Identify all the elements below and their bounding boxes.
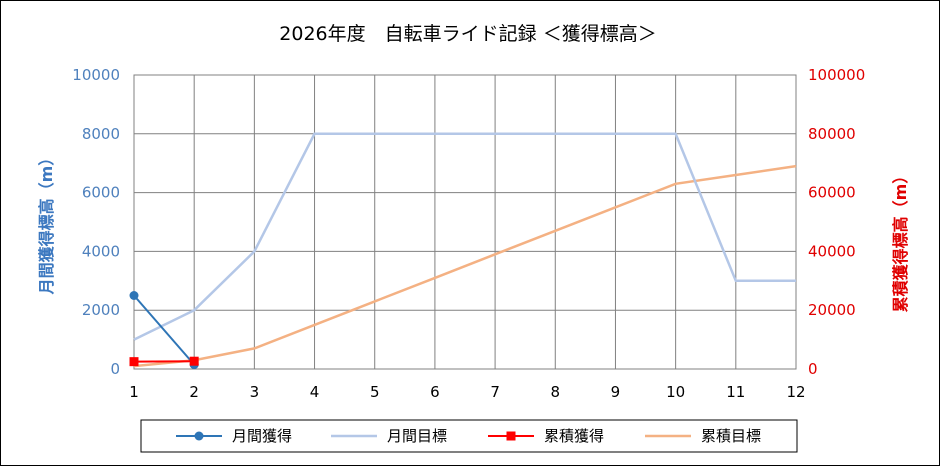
series-2	[133, 132, 796, 341]
right-tick-label: 60000	[808, 184, 856, 202]
series-line	[133, 164, 797, 368]
left-axis-ticks: 0 2000 4000 6000 8000 10000	[72, 66, 120, 378]
x-tick-label: 9	[611, 383, 621, 401]
left-tick-label: 2000	[82, 301, 120, 319]
legend-label: 月間獲得	[232, 427, 292, 445]
x-tick-label: 4	[310, 383, 320, 401]
right-tick-label: 0	[808, 360, 818, 378]
x-tick-label: 3	[250, 383, 260, 401]
series-4	[133, 164, 797, 368]
x-axis-ticks: 1 2 3 4 5 6 7 8 9 10 11 12	[129, 383, 805, 401]
series-layer	[129, 132, 797, 370]
x-tick-label: 12	[786, 383, 805, 401]
right-tick-label: 40000	[808, 242, 856, 260]
data-point	[189, 356, 199, 366]
data-point	[129, 291, 139, 300]
legend-marker	[194, 431, 204, 441]
x-tick-label: 10	[666, 383, 685, 401]
legend-marker	[506, 431, 516, 441]
x-tick-label: 2	[189, 383, 199, 401]
x-tick-label: 7	[490, 383, 500, 401]
right-axis-ticks: 0 20000 40000 60000 80000 100000	[808, 66, 865, 378]
left-tick-label: 6000	[82, 184, 120, 202]
legend-label: 月間目標	[387, 427, 447, 445]
right-axis-label: 累積獲得標高（m）	[891, 168, 910, 313]
x-tick-label: 5	[370, 383, 380, 401]
data-point	[129, 357, 139, 367]
x-tick-label: 6	[430, 383, 440, 401]
x-tick-label: 1	[129, 383, 139, 401]
left-tick-label: 4000	[82, 242, 120, 260]
legend: 月間獲得 月間目標 累積獲得 累積目標	[176, 427, 761, 445]
right-tick-label: 20000	[808, 301, 856, 319]
series-line	[133, 132, 796, 341]
series-3	[129, 356, 199, 367]
right-tick-label: 100000	[808, 66, 865, 84]
chart-title: 2026年度 自転車ライド記録 ＜獲得標高＞	[279, 23, 656, 45]
x-tick-label: 11	[726, 383, 745, 401]
x-tick-label: 8	[550, 383, 560, 401]
legend-item: 月間目標	[331, 427, 447, 445]
legend-item: 累積獲得	[488, 427, 604, 445]
series-line	[133, 294, 195, 366]
left-tick-label: 0	[110, 360, 120, 378]
legend-item: 月間獲得	[176, 427, 292, 445]
legend-label: 累積目標	[701, 427, 761, 445]
left-tick-label: 8000	[82, 125, 120, 143]
legend-label: 累積獲得	[544, 427, 604, 445]
left-axis-label: 月間獲得標高（m）	[37, 150, 56, 296]
left-tick-label: 10000	[72, 66, 120, 84]
legend-item: 累積目標	[645, 427, 761, 445]
right-tick-label: 80000	[808, 125, 856, 143]
